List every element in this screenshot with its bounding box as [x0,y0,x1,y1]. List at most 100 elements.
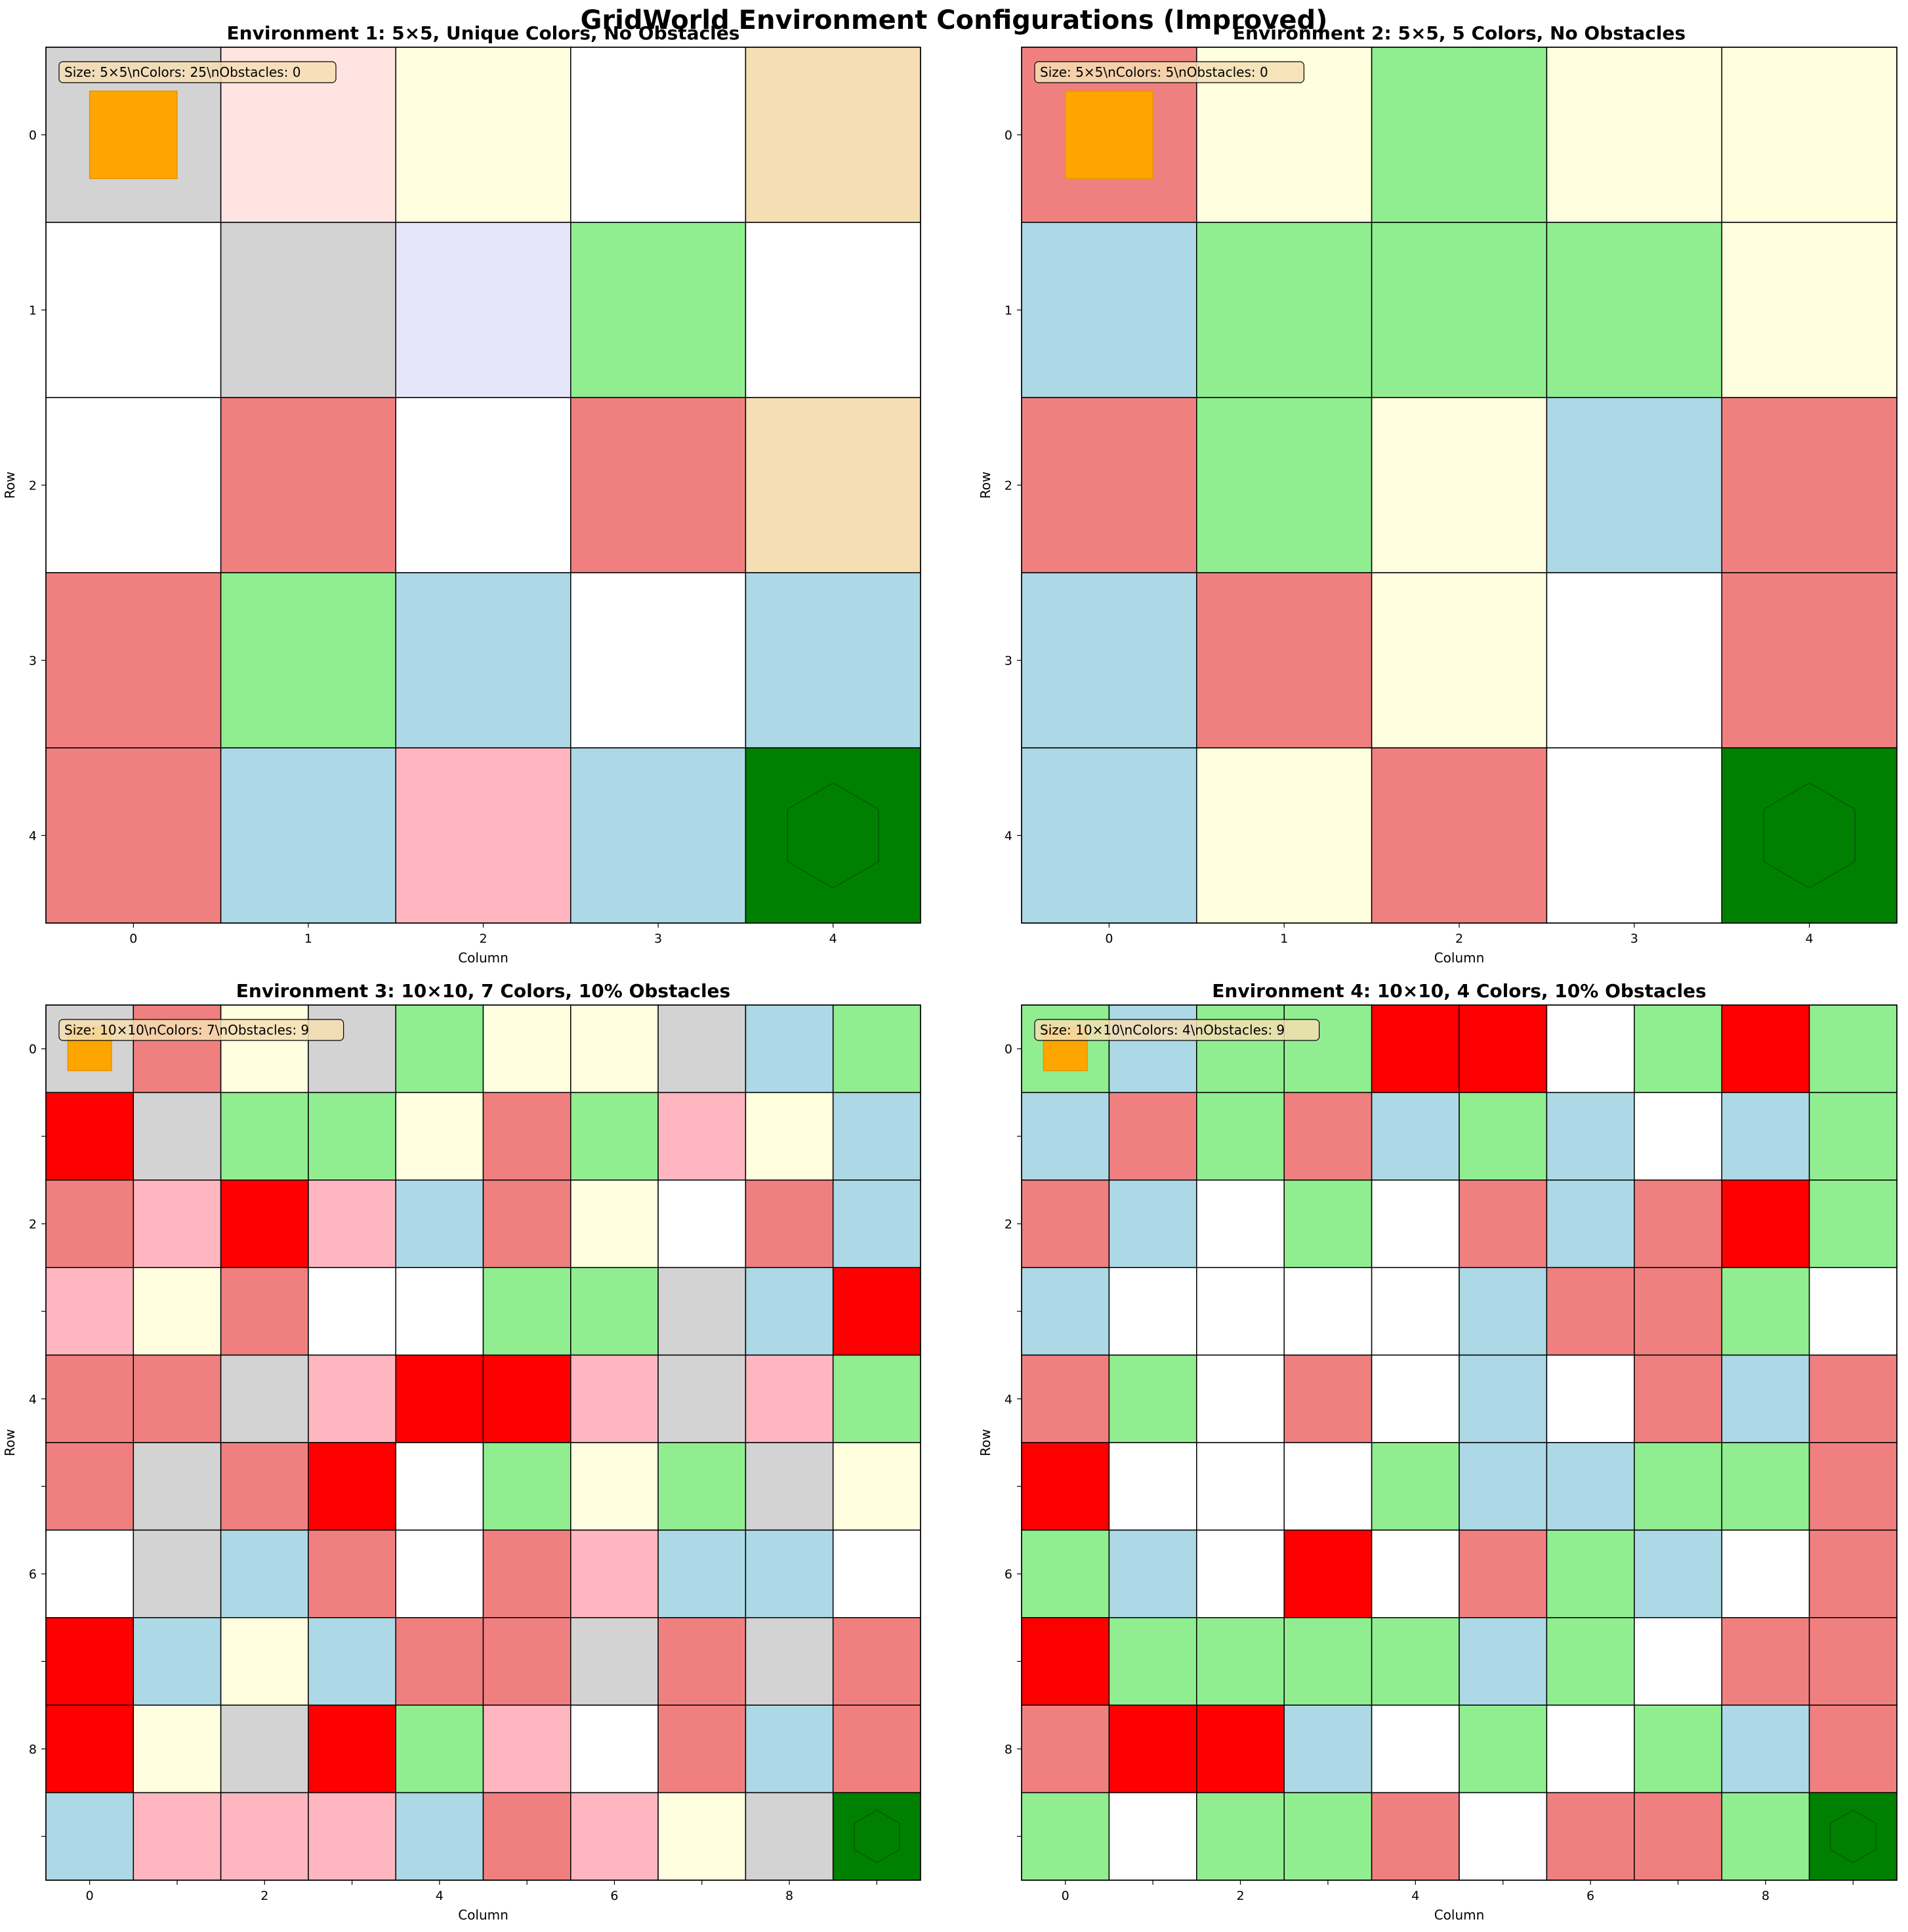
grid-cell [395,1442,484,1531]
grid-cell [395,1267,484,1356]
grid-cell [1021,222,1197,398]
grid-cell [1283,1267,1373,1356]
grid-cell [1808,1267,1898,1356]
grid-cell [1546,572,1722,749]
y-tick-label: 1 [29,304,37,318]
grid-cell [1721,1529,1810,1618]
grid-cell [395,222,571,398]
grid-cell [1808,1442,1898,1531]
grid-cell [1459,1442,1548,1531]
grid-cell [1721,222,1898,398]
y-tick-label: 2 [1005,479,1012,493]
grid-cell [1546,1354,1635,1443]
grid-cell [1634,1092,1722,1181]
y-tick-label: 8 [1005,1742,1012,1757]
grid-cell [745,1704,834,1794]
x-tick-label: 8 [785,1889,793,1903]
grid-cell [1283,1442,1373,1531]
grid-cell [1021,747,1197,924]
grid-cell [832,1354,921,1443]
grid-cell [220,1092,309,1181]
x-tick-label: 0 [1062,1889,1069,1903]
x-tick-label: 3 [654,932,662,946]
grid-cell [745,1617,834,1706]
grid-cell [832,1004,921,1094]
grid-cell [1546,397,1722,573]
grid-cell [1196,747,1373,924]
grid-cell [570,1529,659,1618]
grid-cell [1196,1267,1285,1356]
grid-cell [657,1092,747,1181]
grid-cell [570,572,747,749]
grid-cell [220,397,396,573]
x-tick-label: 2 [1236,1889,1244,1903]
grid-cell [832,1792,921,1881]
y-tick-label: 2 [1005,1218,1012,1232]
grid-cell [45,1529,135,1618]
grid-cell [220,222,396,398]
grid-cell [1634,1180,1722,1268]
y-axis-label: Row [2,1429,18,1456]
grid-cell [308,1442,396,1531]
grid-cell [1283,1004,1373,1094]
grid-cell [745,572,921,749]
grid-cell [45,572,222,749]
x-tick-label: 2 [1455,932,1463,946]
goal-hexagon [853,1809,900,1864]
y-tick-label: 0 [1005,129,1012,143]
grid-cell [1196,1792,1285,1881]
y-tick-label: 4 [29,829,37,844]
environment-panel-3: 0 0 2 2 4 4 6 6 8 8 Column Row Environment 3: 10×10,… [2,980,921,1923]
y-axis-label: Row [978,1429,993,1456]
grid-cell [745,747,921,924]
grid-cell [45,1180,135,1268]
grid-cell [745,1442,834,1531]
grid-cell [570,1004,659,1094]
grid-cell [1808,1529,1898,1618]
x-tick-label: 4 [829,932,837,946]
grid-cell [570,222,747,398]
grid-cell [1021,1704,1110,1794]
grid-cell [1459,1267,1548,1356]
grid-cell [1108,1442,1197,1531]
grid-cell [1371,1617,1460,1706]
grid-cell [1108,1092,1197,1181]
x-tick-label: 0 [129,932,137,946]
grid-cell [745,1004,834,1094]
grid-cell [1546,222,1722,398]
x-tick-label: 0 [1105,932,1113,946]
x-tick-label: 2 [260,1889,268,1903]
grid-cell [220,1180,309,1268]
y-tick-label: 0 [29,129,37,143]
grid-cell [1196,397,1373,573]
grid-cell [1546,1004,1635,1094]
x-axis-label: Column [458,1907,508,1923]
y-tick-label: 6 [1005,1567,1012,1582]
grid-cell [745,47,921,223]
grid-cell [745,397,921,573]
grid-cell [1371,1267,1460,1356]
grid-cell [570,47,747,223]
grid-cell [1283,1704,1373,1794]
grid-cell [45,1617,135,1706]
grid-cell [395,1617,484,1706]
x-axis-label: Column [1434,1907,1485,1923]
grid-cell [308,1092,396,1181]
grid-cell [395,1004,484,1094]
grid-cell [1021,1267,1110,1356]
grid-cell [1546,1267,1635,1356]
grid-cell [1721,397,1898,573]
grid-cell [395,397,571,573]
environment-panel-1: 0 0 1 1 2 2 3 3 4 4 Column Row Environment 1: 5×5, U… [2,22,921,966]
grid-cell [1021,397,1197,573]
grid-cell [657,1354,747,1443]
environment-panel-2: 0 0 1 1 2 2 3 3 4 4 Column Row Environment 2: 5×5, 5… [978,22,1898,966]
grid-cell [395,572,571,749]
grid-cell [832,1092,921,1181]
grid-cell [1371,1092,1460,1181]
grid-cell [220,747,396,924]
grid-cell [1283,1617,1373,1706]
grid-cell [1196,1004,1285,1094]
grid-cell [1371,747,1548,924]
